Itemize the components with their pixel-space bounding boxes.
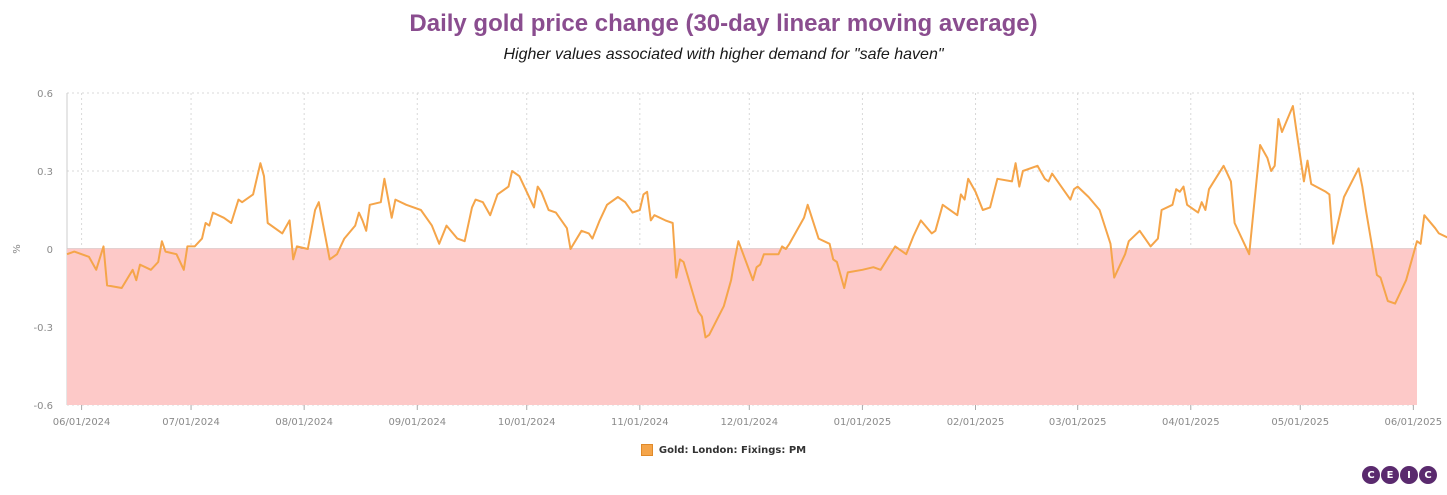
y-axis-label: % <box>12 244 23 254</box>
logo-letter: C <box>1362 466 1380 484</box>
x-tick-label: 02/01/2025 <box>947 417 1005 428</box>
negative-region <box>67 249 1417 405</box>
series-line <box>66 105 1447 339</box>
y-tick-label: -0.6 <box>33 401 53 412</box>
x-tick-label: 06/01/2025 <box>1385 417 1443 428</box>
legend-label: Gold: London: Fixings: PM <box>658 444 807 456</box>
x-tick-label: 11/01/2024 <box>611 417 669 428</box>
ceic-logo: C E I C <box>1362 466 1437 484</box>
logo-letter: I <box>1400 466 1418 484</box>
chart-title: Daily gold price change (30-day linear m… <box>409 10 1038 37</box>
x-tick-label: 10/01/2024 <box>498 417 556 428</box>
line-chart: 06/01/2024 07/01/2024 08/01/2024 09/01/2024… <box>12 89 1447 428</box>
x-tick-label: 05/01/2025 <box>1271 417 1329 428</box>
y-tick-label: -0.3 <box>33 323 53 334</box>
x-tick-label: 01/01/2025 <box>834 417 892 428</box>
x-tick-label: 04/01/2025 <box>1162 417 1220 428</box>
x-tick-label: 07/01/2024 <box>162 417 220 428</box>
chart-subtitle: Higher values associated with higher dem… <box>503 46 944 63</box>
logo-letter: E <box>1381 466 1399 484</box>
y-tick-label: 0.6 <box>37 89 53 100</box>
x-tick-label: 12/01/2024 <box>720 417 778 428</box>
y-tick-label: 0 <box>47 245 53 256</box>
x-tick-label: 08/01/2024 <box>275 417 333 428</box>
y-tick-label: 0.3 <box>37 167 53 178</box>
logo-letter: C <box>1419 466 1437 484</box>
y-axis: 0.6 0.3 0 -0.3 -0.6 <box>33 89 53 412</box>
x-tick-label: 06/01/2024 <box>53 417 111 428</box>
legend[interactable]: Gold: London: Fixings: PM <box>0 444 1447 456</box>
x-axis: 06/01/2024 07/01/2024 08/01/2024 09/01/2024… <box>53 405 1442 428</box>
x-tick-label: 09/01/2024 <box>388 417 446 428</box>
legend-swatch <box>640 444 653 456</box>
x-tick-label: 03/01/2025 <box>1049 417 1107 428</box>
